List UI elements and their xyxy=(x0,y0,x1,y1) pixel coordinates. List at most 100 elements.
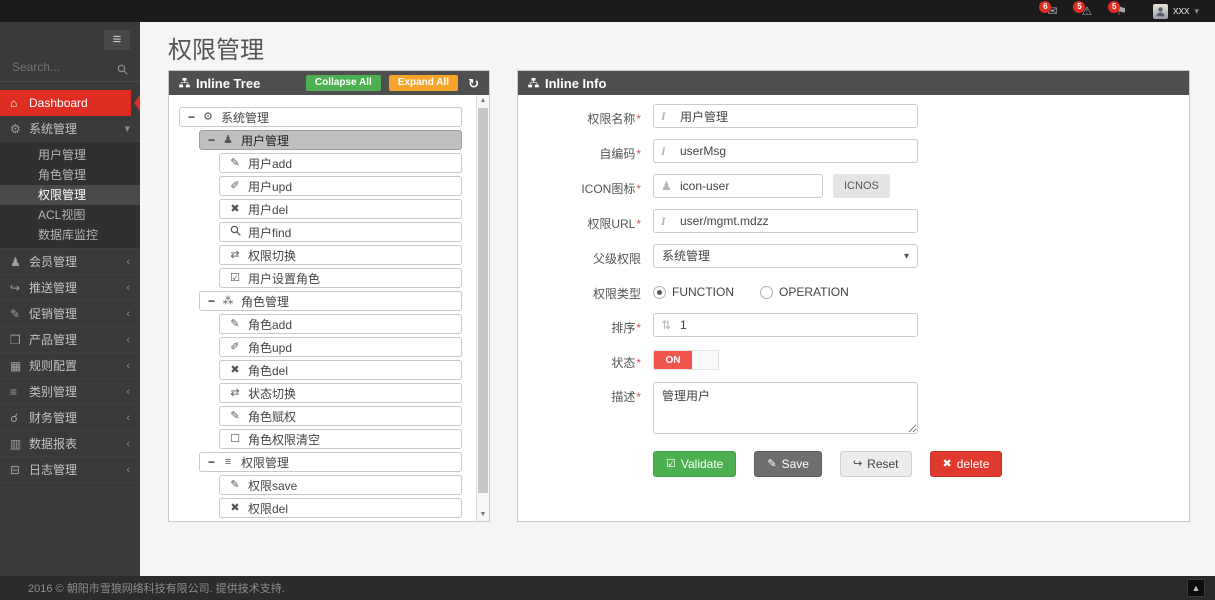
tree-node-label: 权限切换 xyxy=(248,248,297,263)
tree-node[interactable]: ☑ 用户设置角色 xyxy=(219,268,462,288)
tree-scrollbar[interactable]: ▲ ▼ xyxy=(476,95,489,521)
field-label-text: 排序 xyxy=(611,321,636,335)
italic-icon: I xyxy=(661,109,666,123)
notification-1[interactable]: ✉ 6 xyxy=(1039,1,1057,17)
x-icon: ✖ xyxy=(942,457,952,470)
sidebar-item-logs[interactable]: ⊟ 日志管理 ‹ xyxy=(0,457,140,483)
form-row-sort: 排序* ⇅ xyxy=(523,313,1189,337)
tree-node-label: 权限管理 xyxy=(241,455,290,470)
sidebar-item-dashboard[interactable]: ⌂ Dashboard xyxy=(0,90,140,116)
icon-input[interactable] xyxy=(653,174,823,198)
tree-node[interactable]: ✎ 用户add xyxy=(219,153,462,173)
tree-node[interactable]: ✖ 角色del xyxy=(219,360,462,380)
sidebar-item-finance[interactable]: ☌ 财务管理 ‹ xyxy=(0,405,140,431)
field-label-text: ICON图标 xyxy=(581,182,636,196)
warning-icon: ⚠ xyxy=(1081,4,1093,18)
sidebar-subitem-1[interactable]: 用户管理 xyxy=(0,145,140,165)
sidebar-item-label: 产品管理 xyxy=(29,333,78,347)
tree-node-label: 用户find xyxy=(248,225,292,240)
tree-node[interactable]: ✖ 用户del xyxy=(219,199,462,219)
tree-node-label: 用户管理 xyxy=(241,133,290,148)
tree-node[interactable]: − ≡ 权限管理 xyxy=(199,452,462,472)
table-icon: ▦ xyxy=(10,358,22,373)
sidebar-item-label: 财务管理 xyxy=(29,411,78,425)
sidebar-item-system[interactable]: ⚙ 系统管理 ▾ xyxy=(0,116,140,142)
tree-node[interactable]: ✐ 用户upd xyxy=(219,176,462,196)
scroll-up-icon[interactable]: ▲ xyxy=(479,97,487,104)
button-label: delete xyxy=(956,457,990,471)
tree-node[interactable]: − ♟ 用户管理 xyxy=(199,130,462,150)
scroll-down-icon[interactable]: ▼ xyxy=(479,511,487,518)
collapse-toggle-icon[interactable]: − xyxy=(208,294,216,308)
collapse-toggle-icon[interactable]: − xyxy=(188,110,196,124)
notification-3[interactable]: ⚑ 5 xyxy=(1108,1,1127,17)
tree-node[interactable]: ☐ 角色权限清空 xyxy=(219,429,462,449)
notification-2[interactable]: ⚠ 5 xyxy=(1073,1,1093,18)
field-label-perm-name: 权限名称* xyxy=(523,104,641,127)
sidebar-subitem-4[interactable]: ACL视图 xyxy=(0,205,140,225)
sidebar-item-product[interactable]: ❒ 产品管理 ‹ xyxy=(0,327,140,353)
delete-button[interactable]: ✖ delete xyxy=(929,451,1003,477)
scroll-to-top-button[interactable]: ▲ xyxy=(1187,579,1205,597)
sidebar-subitem-5[interactable]: 数据库监控 xyxy=(0,225,140,245)
chevron-left-icon: ‹ xyxy=(126,385,130,398)
save-button[interactable]: ✎ Save xyxy=(754,451,822,477)
perm-type-radio-operation[interactable]: OPERATION xyxy=(760,285,849,299)
field-control: 系统管理 ▾ xyxy=(653,244,918,268)
perm-type-radio-function[interactable]: FUNCTION xyxy=(653,285,734,299)
validate-button[interactable]: ☑ Validate xyxy=(653,451,737,477)
sidebar-item-reports[interactable]: ▥ 数据报表 ‹ xyxy=(0,431,140,457)
parent-perm-select[interactable]: 系统管理 ▾ xyxy=(653,244,918,268)
tree-node[interactable]: ✐ 角色upd xyxy=(219,337,462,357)
sort-input[interactable] xyxy=(653,313,918,337)
field-control: ON xyxy=(653,348,719,370)
select-value: 系统管理 xyxy=(662,249,711,263)
scrollbar-thumb[interactable] xyxy=(478,108,488,493)
required-asterisk: * xyxy=(636,112,641,126)
tree-node[interactable]: ✖ 权限del xyxy=(219,498,462,518)
icnos-button[interactable]: ICNOS xyxy=(833,174,890,198)
collapse-toggle-icon[interactable]: − xyxy=(208,455,216,469)
tree-node[interactable]: − ⚙ 系统管理 xyxy=(179,107,462,127)
form-row-perm-type: 权限类型 FUNCTION OPERATION xyxy=(523,279,1189,302)
collapse-toggle-icon[interactable]: − xyxy=(208,133,216,147)
sidebar-item-label: 推送管理 xyxy=(29,281,78,295)
perm-url-input[interactable] xyxy=(653,209,918,233)
share-icon: ↪ xyxy=(10,280,21,295)
username: xxx xyxy=(1172,5,1190,17)
notification-badge: 5 xyxy=(1108,1,1121,13)
italic-icon: I xyxy=(661,214,666,228)
tree-node[interactable]: − ⁂ 角色管理 xyxy=(199,291,462,311)
sidebar-item-rules[interactable]: ▦ 规则配置 ‹ xyxy=(0,353,140,379)
tree-node-label: 角色权限清空 xyxy=(248,432,321,447)
status-toggle[interactable]: ON xyxy=(653,350,719,370)
field-label-text: 权限类型 xyxy=(592,287,641,301)
sidebar-item-category[interactable]: ≡ 类别管理 ‹ xyxy=(0,379,140,405)
chevron-down-icon: ▾ xyxy=(124,123,130,135)
search-input[interactable] xyxy=(10,54,130,81)
user-menu[interactable]: xxx ▾ xyxy=(1152,3,1199,19)
x-icon: ✖ xyxy=(230,202,240,215)
sidebar-item-push[interactable]: ↪ 推送管理 ‹ xyxy=(0,275,140,301)
tree-node[interactable]: ⇄ 状态切换 xyxy=(219,383,462,403)
tree-node[interactable]: ✎ 角色add xyxy=(219,314,462,334)
hamburger-button[interactable]: ≡ xyxy=(104,30,130,50)
refresh-icon[interactable]: ↻ xyxy=(468,75,479,91)
tree-node[interactable]: ✎ 角色赋权 xyxy=(219,406,462,426)
sidebar-item-member[interactable]: ♟ 会员管理 ‹ xyxy=(0,249,140,275)
search-icon xyxy=(117,62,128,80)
sidebar-subitem-2[interactable]: 角色管理 xyxy=(0,165,140,185)
reset-button[interactable]: ↪ Reset xyxy=(839,451,912,477)
desc-textarea[interactable]: 管理用户 xyxy=(653,382,918,434)
sitemap-icon xyxy=(528,78,539,88)
expand-all-button[interactable]: Expand All xyxy=(388,75,459,91)
code-input[interactable] xyxy=(653,139,918,163)
tree-node[interactable]: ⇄ 权限切换 xyxy=(219,245,462,265)
sidebar-item-promotion[interactable]: ✎ 促销管理 ‹ xyxy=(0,301,140,327)
sidebar-subitem-3[interactable]: 权限管理 xyxy=(0,185,140,205)
tree-node[interactable]: 用户find xyxy=(219,222,462,242)
perm-name-input[interactable] xyxy=(653,104,918,128)
collapse-all-button[interactable]: Collapse All xyxy=(305,75,381,91)
tree-node[interactable]: ✎ 权限save xyxy=(219,475,462,495)
user-icon: ♟ xyxy=(223,133,233,146)
